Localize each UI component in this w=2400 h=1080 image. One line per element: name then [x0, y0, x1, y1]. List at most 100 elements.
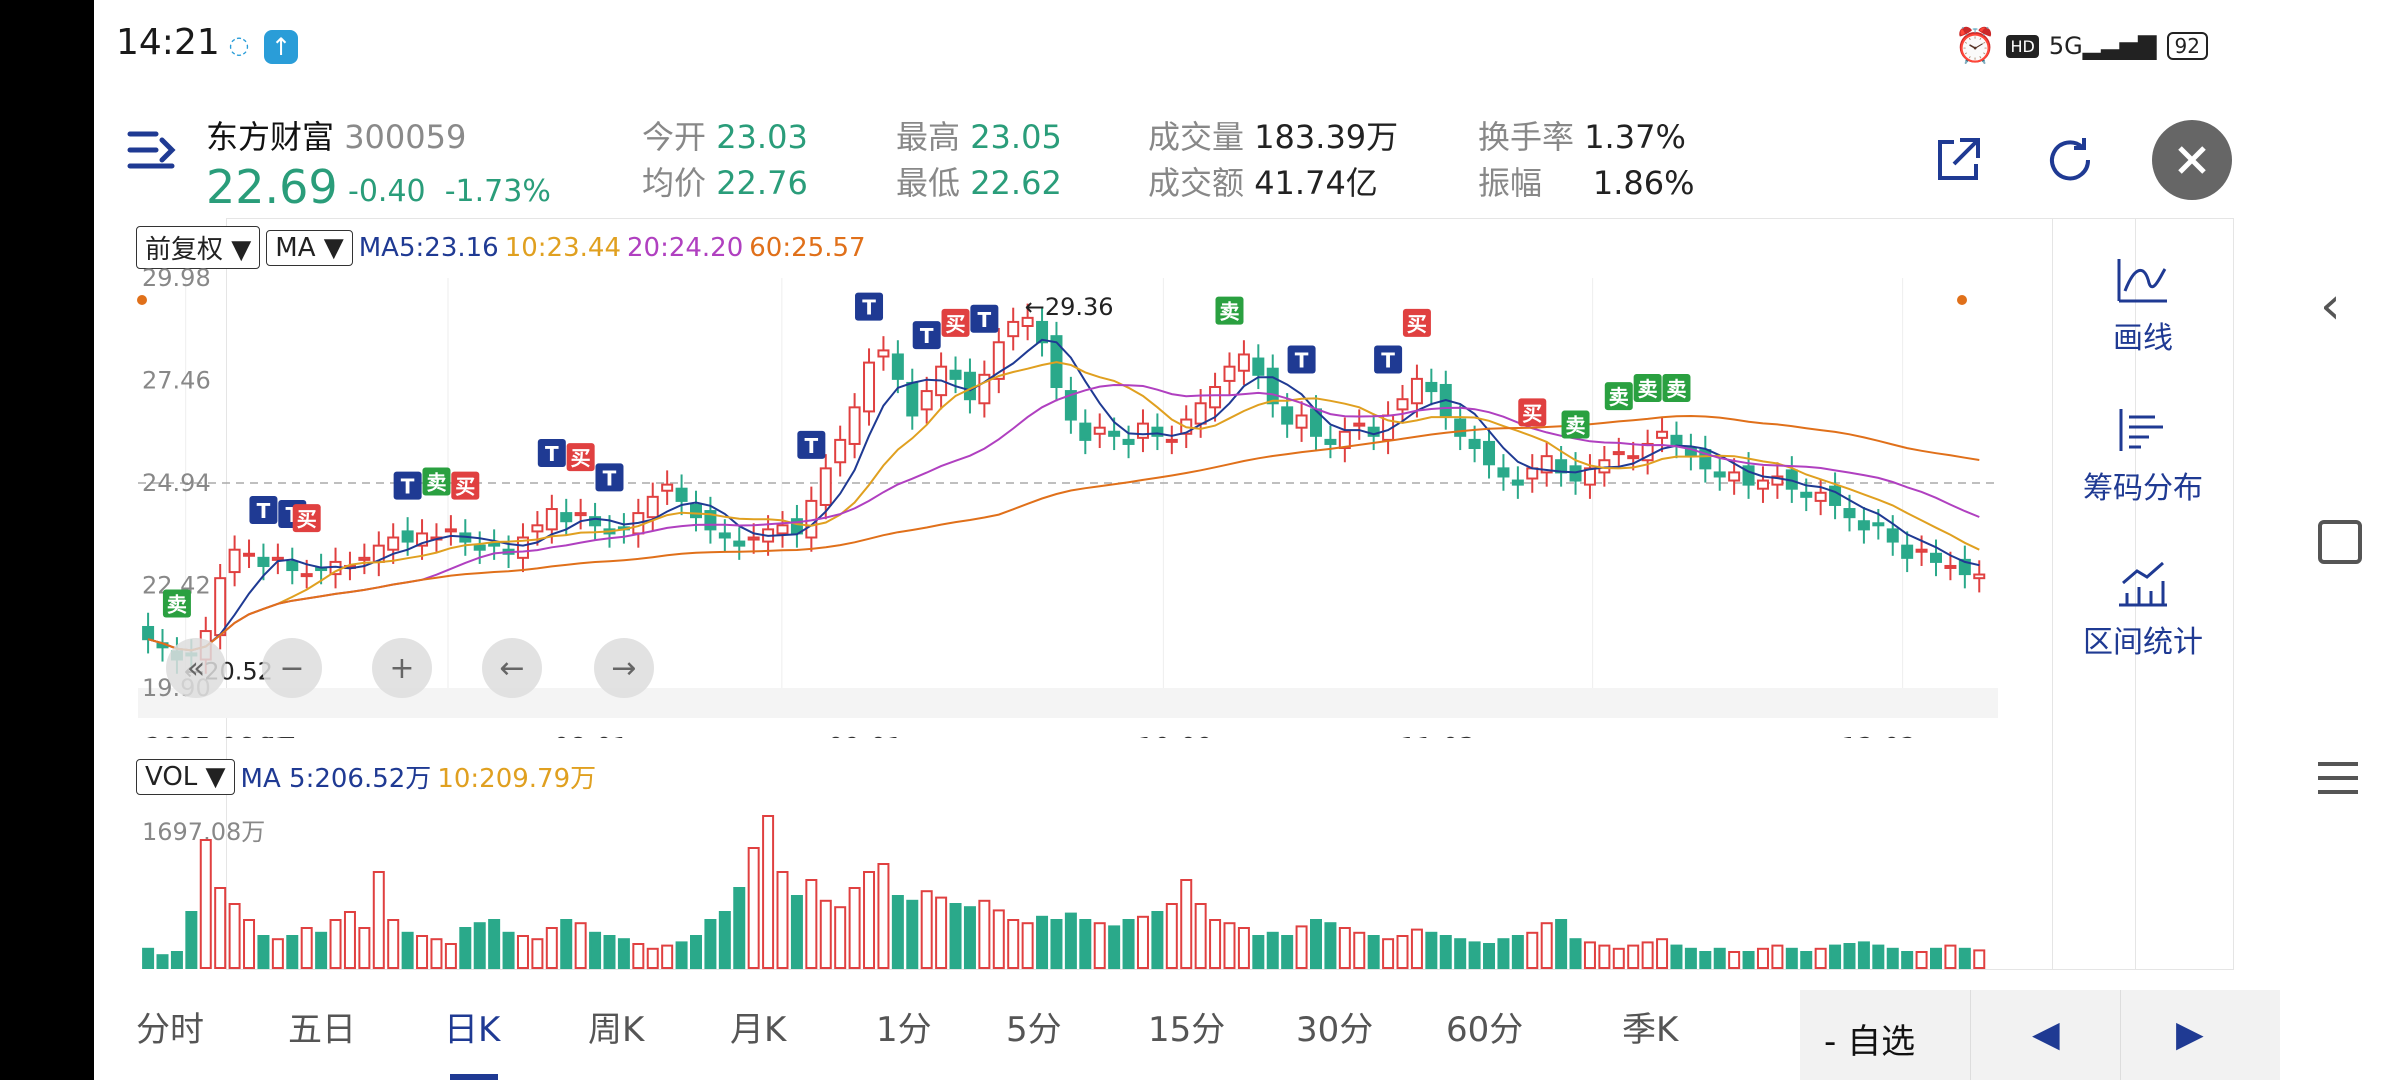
- marker-t: [797, 430, 826, 459]
- volume-bar: [329, 919, 342, 969]
- marker-t: [595, 463, 624, 492]
- range-stat-icon: [2119, 561, 2167, 607]
- volume-bar: [675, 941, 688, 969]
- home-icon[interactable]: [2318, 520, 2362, 564]
- ma-select[interactable]: MA ▼: [266, 229, 353, 266]
- menu-icon[interactable]: [126, 128, 176, 176]
- volume-bar: [1310, 919, 1322, 969]
- recents-icon[interactable]: [2318, 758, 2358, 802]
- vol-select[interactable]: VOL ▼: [136, 758, 235, 795]
- volume-bar: [1021, 922, 1034, 969]
- volume-bar: [617, 938, 630, 969]
- volume-bar: [1136, 915, 1149, 970]
- volume-bar: [776, 871, 789, 969]
- tab-4[interactable]: 月K: [730, 1010, 787, 1050]
- refresh-icon[interactable]: [2030, 120, 2110, 200]
- adjust-select[interactable]: 前复权 ▼: [136, 226, 261, 269]
- candle-body: [1122, 438, 1135, 445]
- candle-body: [1497, 467, 1510, 478]
- tool-range-stat[interactable]: 区间统计: [2053, 559, 2233, 661]
- volume-bar: [473, 922, 486, 969]
- volume-bar: [531, 938, 544, 969]
- close-button[interactable]: [2152, 120, 2232, 200]
- volume-bar: [1324, 922, 1337, 969]
- volume-bar: [1165, 903, 1178, 969]
- tab-8[interactable]: 30分: [1296, 1010, 1374, 1050]
- divider: [2120, 990, 2121, 1080]
- candle-body: [574, 512, 587, 517]
- tool-chip-distribution[interactable]: 筹码分布: [2053, 405, 2233, 507]
- candle-body: [444, 528, 457, 533]
- candle-body: [1569, 465, 1582, 482]
- candle-body: [1713, 471, 1726, 478]
- volume-bar: [603, 935, 616, 969]
- share-icon[interactable]: [1918, 120, 1998, 200]
- volume-bar: [848, 887, 861, 969]
- candle-body: [214, 577, 227, 637]
- tab-3[interactable]: 周K: [588, 1010, 645, 1050]
- volume-bar: [718, 911, 731, 969]
- candle-body: [704, 510, 717, 531]
- marker-sell: [1604, 382, 1633, 411]
- tab-6[interactable]: 5分: [1006, 1010, 1062, 1050]
- volume-bar: [243, 919, 256, 969]
- x-tick-label: 09-01: [828, 733, 904, 738]
- vol-controls: VOL ▼ MA 5:206.52万 10:209.79万: [136, 758, 596, 795]
- next-stock-icon[interactable]: ▶: [2176, 1014, 2204, 1055]
- status-icons: ⏰ HD 5G▂▃▅▇ 92: [1954, 26, 2208, 66]
- tab-9[interactable]: 60分: [1446, 1010, 1524, 1050]
- candle-body: [877, 349, 890, 358]
- marker-label: T: [1295, 348, 1309, 372]
- volume-bar: [819, 899, 832, 969]
- volume-bar: [1367, 935, 1380, 969]
- tab-5[interactable]: 1分: [876, 1010, 932, 1050]
- tab-7[interactable]: 15分: [1148, 1010, 1226, 1050]
- candle-body: [963, 371, 976, 401]
- volume-bar: [170, 951, 183, 969]
- prev-stock-icon[interactable]: ◀: [2032, 1014, 2060, 1055]
- back-icon[interactable]: ‹: [2320, 276, 2341, 336]
- volume-bar: [430, 938, 443, 969]
- stock-name: 东方财富 300059: [206, 118, 467, 156]
- volume-bar: [690, 935, 702, 969]
- chat-icon: ◌: [222, 28, 256, 62]
- volume-bar: [1050, 919, 1063, 969]
- ma20-value: 20:24.20: [626, 232, 744, 263]
- ma-line-MA5: [147, 338, 1980, 652]
- volume-bar: [1237, 927, 1250, 969]
- tab-10[interactable]: 季K: [1622, 1010, 1679, 1050]
- volume-bar: [1843, 943, 1856, 969]
- tab-0[interactable]: 分时: [136, 1010, 204, 1050]
- candle-body: [1973, 573, 1986, 580]
- candle-body: [1021, 316, 1034, 327]
- volume-bar: [1973, 949, 1986, 969]
- marker-t: [855, 292, 884, 321]
- volume-bar: [1785, 947, 1798, 970]
- volume-bar: [1684, 947, 1697, 970]
- kline-chart[interactable]: 29.9827.4624.9422.4219.90TT卖买T卖买T买TTTT买T…: [132, 268, 2042, 738]
- volume-bar: [271, 938, 284, 969]
- candle-body: [733, 540, 746, 547]
- volume-chart[interactable]: 1697.08万: [132, 800, 2042, 970]
- candle-body: [1410, 377, 1423, 405]
- candle-body: [1079, 422, 1092, 441]
- volume-bar: [1468, 941, 1481, 969]
- marker-label: 买: [297, 507, 317, 531]
- volume-bar: [1627, 944, 1640, 970]
- tab-1[interactable]: 五日: [288, 1010, 356, 1050]
- volume-bar: [228, 903, 241, 969]
- marker-buy: [1402, 308, 1431, 337]
- volume-bar: [1641, 941, 1654, 969]
- tab-2[interactable]: 日K: [444, 1010, 501, 1050]
- marker-label: T: [603, 466, 617, 490]
- candle-body: [1843, 508, 1856, 519]
- candle-body: [1064, 390, 1077, 421]
- y-tick-label: 24.94: [142, 469, 211, 497]
- candle-body: [142, 625, 155, 641]
- candle-body: [1872, 522, 1885, 527]
- watchlist-button[interactable]: - 自选: [1824, 1022, 1916, 1062]
- volume-bar: [1194, 903, 1207, 969]
- candle-body: [531, 524, 544, 533]
- tool-draw-line[interactable]: 画线: [2053, 255, 2233, 357]
- divider: [1970, 990, 1971, 1080]
